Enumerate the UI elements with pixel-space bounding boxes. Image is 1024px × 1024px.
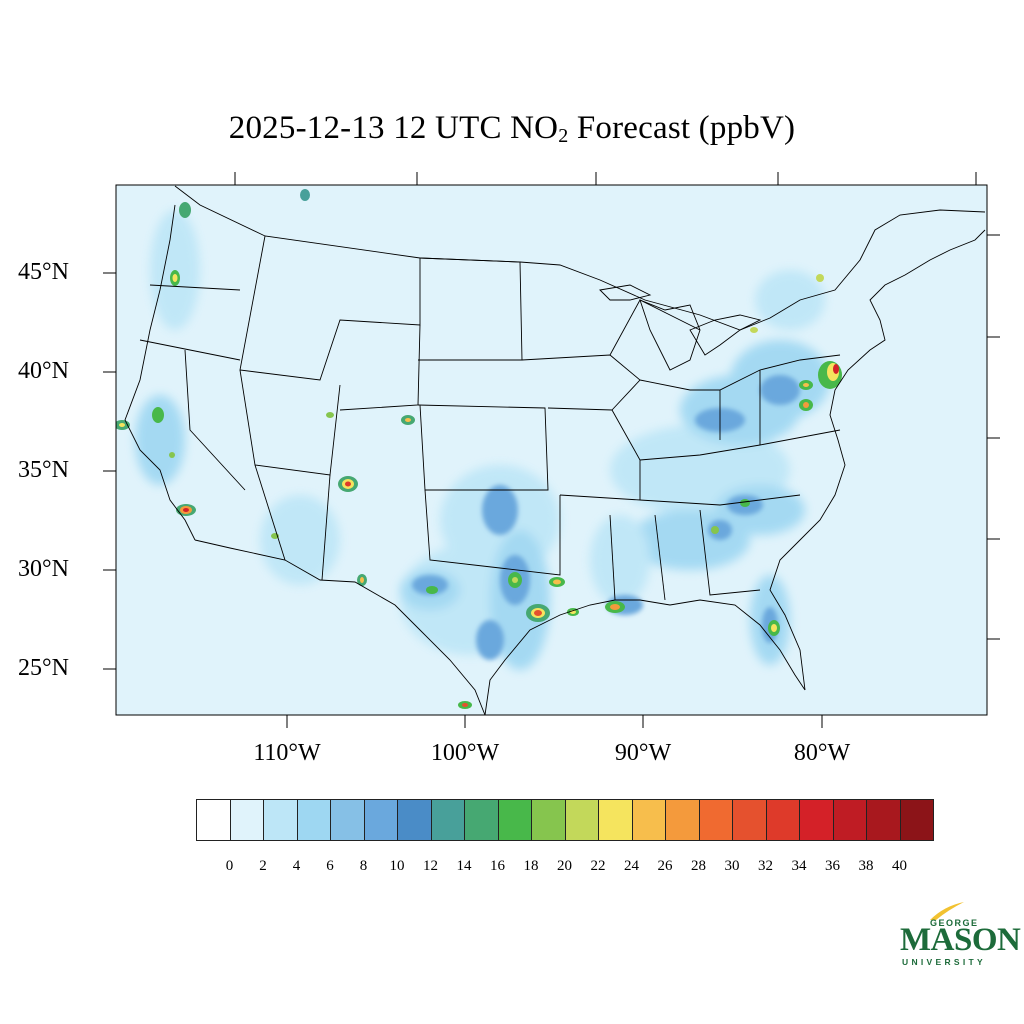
axis-ticks: [103, 172, 1000, 728]
colorbar-swatch: [564, 799, 599, 841]
lon-label-80w: 80°W: [793, 740, 851, 766]
colorbar-label: 22: [590, 858, 606, 874]
lon-label-110w: 110°W: [253, 740, 321, 766]
lon-label-100w: 100°W: [430, 740, 500, 766]
map-background: [116, 185, 987, 715]
colorbar-label: 32: [758, 858, 773, 874]
logo-line2: MASON: [900, 922, 1021, 958]
colorbar-label: 38: [858, 858, 874, 874]
colorbar-swatch: [899, 799, 934, 841]
colorbar-label: 30: [724, 858, 740, 874]
colorbar-label: 26: [657, 858, 673, 874]
colorbar-label: 16: [490, 858, 505, 874]
hotspots: [116, 189, 842, 709]
colorbar-label: 40: [892, 858, 907, 874]
colorbar-swatch: [598, 799, 633, 841]
lat-label-35: 35°N: [18, 457, 69, 483]
colorbar-label: 28: [691, 858, 706, 874]
lat-label-30: 30°N: [18, 556, 69, 582]
colorbar-label: 18: [523, 858, 539, 874]
colorbar-swatch: [631, 799, 666, 841]
gmu-logo: GEORGE MASON UNIVERSITY: [898, 900, 1021, 970]
lon-label-90w: 90°W: [614, 740, 672, 766]
colorbar-label: 8: [359, 858, 368, 874]
logo-line3: UNIVERSITY: [902, 957, 987, 967]
colorbar-swatch: [799, 799, 834, 841]
colorbar-swatch: [765, 799, 800, 841]
concentration-field: [116, 185, 986, 715]
colorbar-swatch: [464, 799, 499, 841]
logo-swoosh-icon: [930, 902, 964, 920]
colorbar-swatch: [229, 799, 264, 841]
colorbar-label: 2: [259, 858, 267, 874]
boundaries: [124, 185, 986, 715]
lat-label-45: 45°N: [18, 259, 69, 285]
colorbar-swatch: [698, 799, 733, 841]
colorbar-swatch: [263, 799, 298, 841]
colorbar-swatch: [196, 799, 231, 841]
colorbar: [196, 799, 934, 841]
colorbar-label: 0: [225, 858, 234, 874]
colorbar-swatch: [397, 799, 432, 841]
colorbar-swatch: [430, 799, 465, 841]
colorbar-label: 6: [326, 858, 334, 874]
colorbar-label: 34: [791, 858, 807, 874]
colorbar-swatch: [732, 799, 767, 841]
colorbar-label: 12: [423, 858, 438, 874]
colorbar-swatch: [866, 799, 901, 841]
colorbar-label: 10: [389, 858, 405, 874]
lat-label-40: 40°N: [18, 358, 69, 384]
colorbar-label: 20: [557, 858, 572, 874]
logo-line1: GEORGE: [930, 918, 979, 928]
colorbar-label: 4: [292, 858, 301, 874]
colorbar-swatch: [531, 799, 566, 841]
map-title: 2025-12-13 12 UTC NO2 Forecast (ppbV): [228, 110, 796, 147]
colorbar-swatch: [665, 799, 700, 841]
colorbar-swatch: [832, 799, 867, 841]
colorbar-label: 24: [624, 858, 639, 874]
colorbar-label: 14: [456, 858, 472, 874]
colorbar-swatch: [296, 799, 331, 841]
colorbar-swatch: [363, 799, 398, 841]
map-frame: [115, 184, 988, 716]
colorbar-label: 36: [825, 858, 840, 874]
colorbar-swatch: [330, 799, 365, 841]
colorbar-swatch: [497, 799, 532, 841]
lat-label-25: 25°N: [18, 655, 69, 681]
